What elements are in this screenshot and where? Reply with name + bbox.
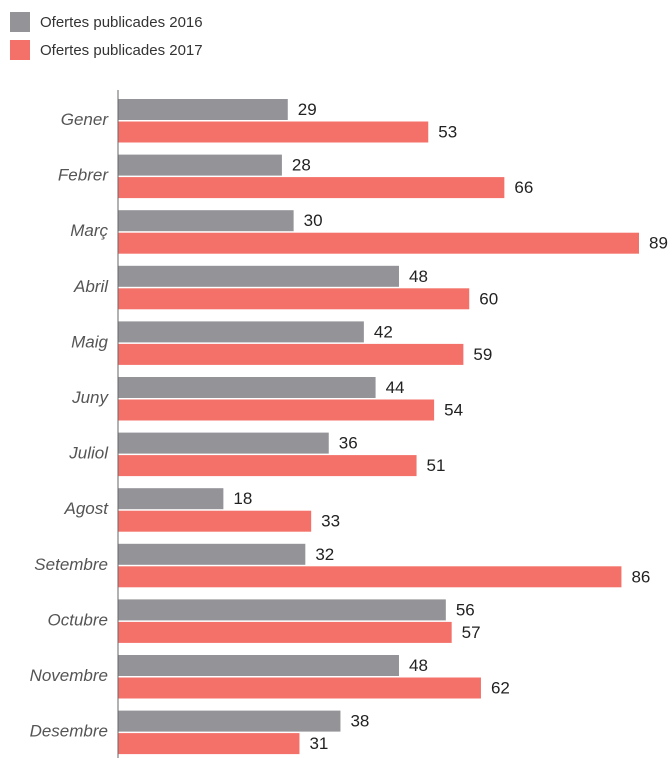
bar-maig-2017 [118, 343, 464, 365]
bar-agost-2016 [118, 488, 224, 510]
value-label: 38 [350, 712, 369, 731]
value-label: 62 [491, 679, 510, 698]
value-label: 56 [456, 600, 475, 619]
value-label: 42 [374, 322, 393, 341]
bar-setembre-2016 [118, 543, 306, 565]
bar-group-gener: Gener 29 53 [61, 99, 457, 143]
bar-abril-2017 [118, 288, 470, 310]
bar-febrer-2016 [118, 154, 282, 176]
bar-group-setembre: Setembre 32 86 [34, 543, 650, 588]
category-label: Agost [64, 499, 110, 518]
value-label: 28 [292, 156, 311, 175]
bar-group-juliol: Juliol 36 51 [68, 432, 446, 477]
bar-juny-2016 [118, 377, 376, 398]
bar-octubre-2017 [118, 621, 452, 643]
bar-group-març: Març 30 89 [70, 210, 668, 254]
bar-group-agost: Agost 18 33 [64, 488, 340, 532]
value-label: 57 [462, 623, 481, 642]
value-label: 48 [409, 267, 428, 286]
value-label: 86 [631, 567, 650, 586]
category-label: Març [70, 221, 108, 240]
legend-swatch-2 [10, 40, 30, 60]
category-label: Abril [73, 277, 109, 296]
legend-label-2: Ofertes publicades 2017 [40, 42, 203, 59]
bar-setembre-2017 [118, 566, 622, 588]
bar-octubre-2016 [118, 599, 446, 621]
legend-swatch-1 [10, 12, 30, 32]
category-label: Setembre [34, 555, 108, 574]
value-label: 59 [473, 345, 492, 364]
category-label: Febrer [58, 166, 109, 185]
value-label: 33 [321, 512, 340, 531]
value-label: 32 [315, 545, 334, 564]
bar-agost-2017 [118, 510, 312, 532]
category-label: Desembre [30, 722, 108, 741]
bar-group-octubre: Octubre 56 57 [48, 599, 481, 643]
bar-group-febrer: Febrer 28 66 [58, 154, 533, 199]
value-label: 51 [427, 456, 446, 475]
value-label: 54 [444, 401, 463, 420]
value-label: 53 [438, 123, 457, 142]
legend: Ofertes publicades 2016 Ofertes publicade… [10, 12, 203, 60]
bar-novembre-2016 [118, 655, 399, 676]
bar-març-2016 [118, 210, 294, 232]
category-label: Juliol [68, 444, 109, 463]
value-label: 48 [409, 656, 428, 675]
value-label: 66 [514, 178, 533, 197]
bar-abril-2016 [118, 265, 399, 287]
bar-març-2017 [118, 232, 639, 254]
bar-group-juny: Juny 44 54 [71, 377, 463, 421]
legend-label-1: Ofertes publicades 2016 [40, 14, 203, 31]
bar-novembre-2017 [118, 677, 481, 699]
value-label: 30 [304, 211, 323, 230]
bar-gener-2016 [118, 99, 288, 120]
value-label: 29 [298, 100, 317, 119]
value-label: 36 [339, 434, 358, 453]
category-label: Novembre [30, 666, 108, 685]
bar-desembre-2016 [118, 710, 341, 732]
bar-group-novembre: Novembre 48 62 [30, 655, 510, 699]
value-label: 31 [309, 734, 328, 753]
category-label: Gener [61, 110, 110, 129]
category-label: Juny [71, 388, 109, 407]
bar-juny-2017 [118, 399, 435, 421]
bar-group-desembre: Desembre 38 31 [30, 710, 369, 755]
bar-juliol-2017 [118, 455, 417, 477]
category-label: Octubre [48, 610, 108, 629]
value-label: 60 [479, 289, 498, 308]
bar-group-maig: Maig 42 59 [71, 321, 492, 365]
bars: Gener 29 53 Febrer 28 66 Març 30 89 Abril 48 60 Maig… [30, 99, 668, 755]
value-label: 89 [649, 234, 668, 253]
bar-gener-2017 [118, 121, 429, 143]
bar-group-abril: Abril 48 60 [73, 265, 498, 310]
bar-maig-2016 [118, 321, 364, 343]
value-label: 44 [386, 378, 405, 397]
bar-desembre-2017 [118, 733, 300, 755]
value-label: 18 [233, 489, 252, 508]
category-label: Maig [71, 332, 108, 351]
bar-juliol-2016 [118, 432, 329, 454]
bar-febrer-2017 [118, 177, 505, 199]
